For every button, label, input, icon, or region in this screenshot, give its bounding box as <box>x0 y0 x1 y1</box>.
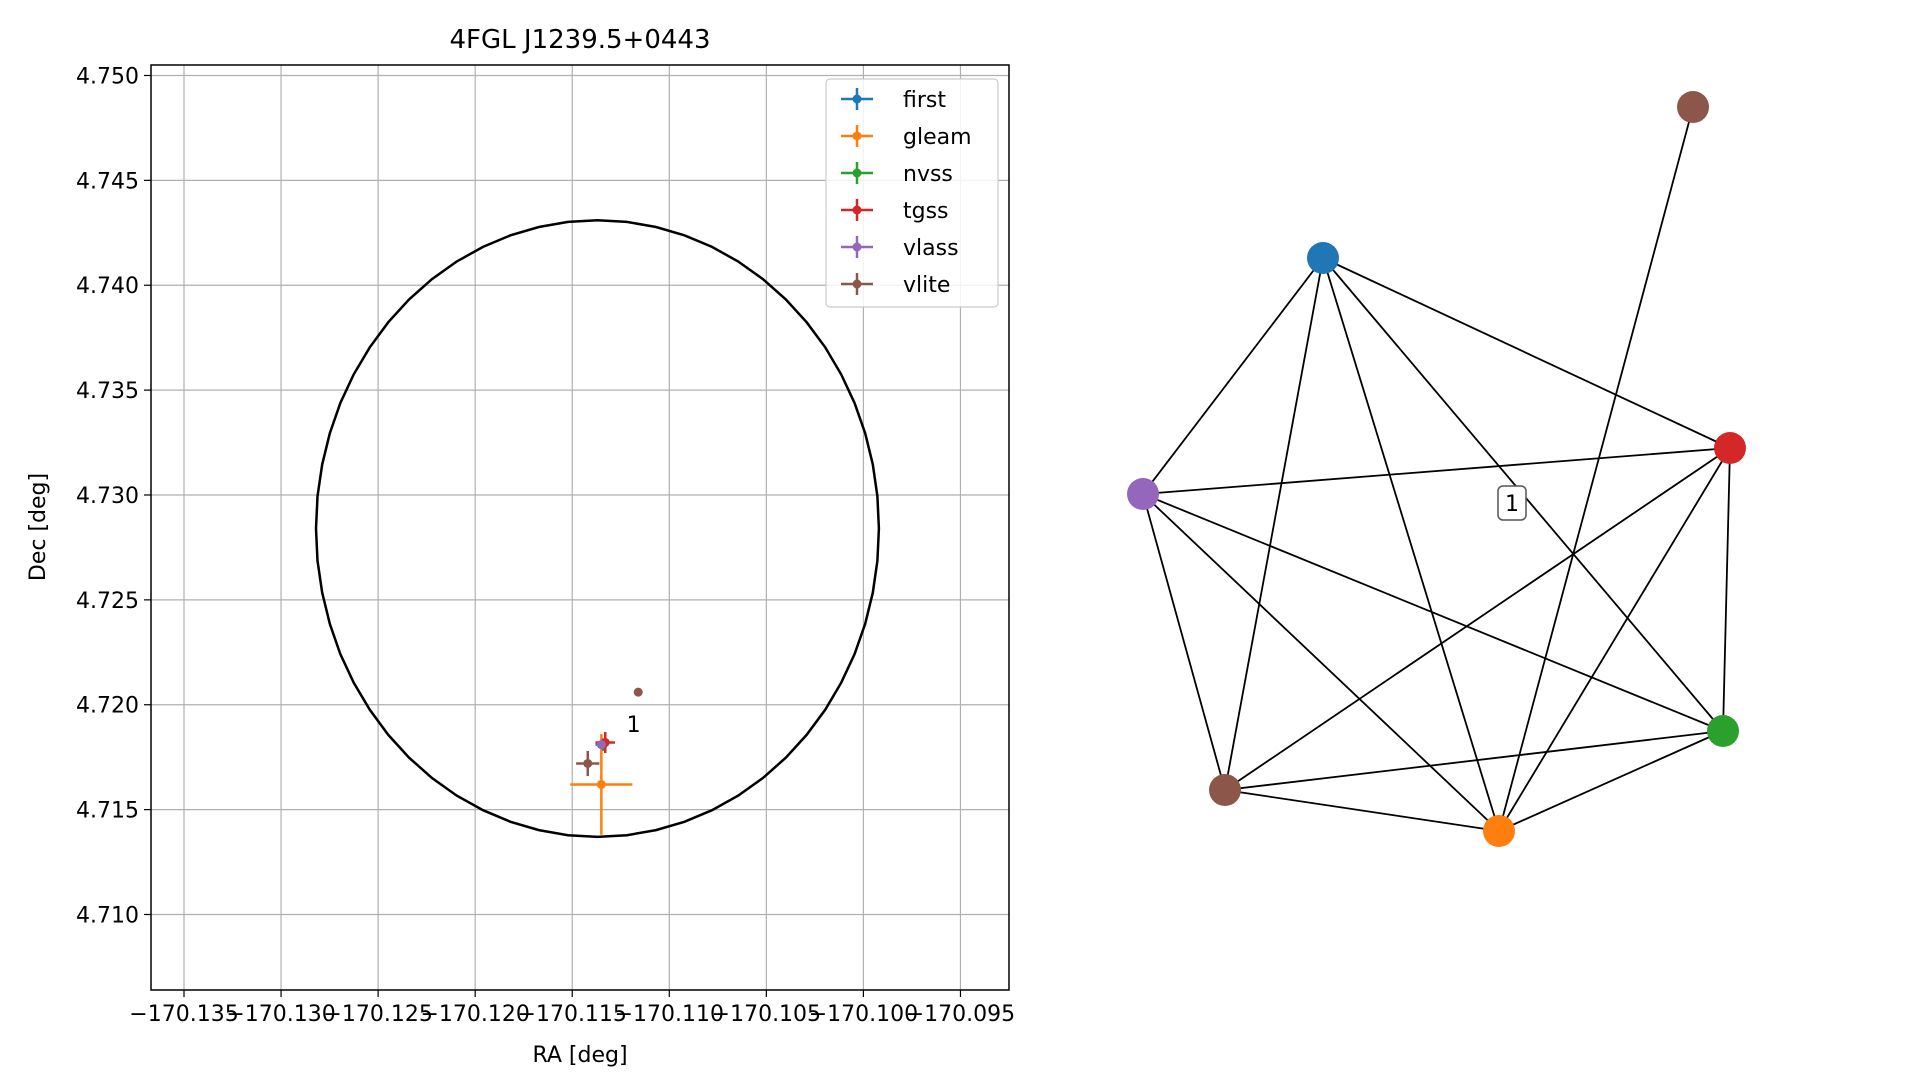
y-tick-label: 4.715 <box>76 799 139 824</box>
graph-edge <box>1224 730 1724 791</box>
source-markers <box>570 687 643 835</box>
plot-title: 4FGL J1239.5+0443 <box>450 25 711 55</box>
sky-position-plot: 4FGL J1239.5+0443 −170.135−170.130−170.1… <box>26 25 1015 1068</box>
graph-edges <box>1142 106 1731 832</box>
legend-marker <box>852 131 862 141</box>
graph-edge <box>1224 257 1324 791</box>
y-tick-label: 4.730 <box>76 484 139 509</box>
point <box>633 687 643 697</box>
graph-edge <box>1722 447 1731 732</box>
graph-edge <box>1322 257 1731 449</box>
legend-entry-nvss: nvss <box>841 162 953 187</box>
y-tick-label: 4.720 <box>76 694 139 719</box>
graph-node-tgss <box>1714 432 1746 464</box>
marker-vlite <box>633 687 643 697</box>
cluster-label-box: 1 <box>1497 485 1527 521</box>
graph-edge <box>1142 493 1500 832</box>
legend-label: first <box>903 88 946 113</box>
graph-edge <box>1224 789 1500 832</box>
point <box>583 758 593 768</box>
error-ellipse <box>314 218 881 839</box>
x-tick-label: −170.095 <box>906 1002 1015 1027</box>
legend-entry-vlite: vlite <box>841 273 950 298</box>
y-axis-ticks: 4.710 4.715 4.720 4.725 4.730 4.735 4.740 4.745… <box>76 64 151 928</box>
legend-entry-first: first <box>841 88 946 113</box>
association-graph: 1 <box>1127 91 1746 847</box>
y-tick-label: 4.725 <box>76 589 139 614</box>
legend-marker <box>852 279 862 289</box>
graph-edge <box>1498 447 1731 832</box>
legend: first gleam nvss tgss vlass vlite <box>825 78 999 308</box>
marker-gleam <box>570 734 633 835</box>
y-tick-label: 4.745 <box>76 169 139 194</box>
y-axis-label: Dec [deg] <box>26 473 51 581</box>
cluster-label: 1 <box>1505 492 1519 517</box>
legend-entry-gleam: gleam <box>841 125 972 150</box>
marker-vlass <box>596 740 606 750</box>
legend-label: tgss <box>903 199 949 224</box>
graph-edge <box>1498 730 1724 832</box>
ellipse-outline <box>314 218 881 839</box>
graph-node-vlite_b <box>1677 91 1709 123</box>
legend-label: vlass <box>903 236 959 261</box>
marker-vlite <box>576 750 600 777</box>
graph-edge <box>1322 257 1500 832</box>
legend-label: vlite <box>903 273 950 298</box>
x-tick-label: −170.125 <box>323 1002 432 1027</box>
x-tick-label: −170.130 <box>226 1002 335 1027</box>
graph-node-vlite_a <box>1209 774 1241 806</box>
legend-label: gleam <box>903 125 972 150</box>
x-axis-ticks: −170.135−170.130−170.125−170.120−170.115… <box>129 990 1015 1027</box>
graph-edge <box>1224 447 1731 791</box>
x-tick-label: −170.120 <box>420 1002 529 1027</box>
graph-node-gleam <box>1483 815 1515 847</box>
point-annotation: 1 <box>627 713 641 738</box>
graph-edge <box>1142 493 1724 732</box>
legend-entry-vlass: vlass <box>841 236 959 261</box>
plot-annotations: 1 <box>627 713 641 738</box>
x-tick-label: −170.135 <box>129 1002 238 1027</box>
legend-marker <box>852 242 862 252</box>
legend-marker <box>852 205 862 215</box>
grid <box>151 65 1009 990</box>
graph-nodes <box>1127 91 1746 847</box>
legend-marker <box>852 94 862 104</box>
legend-entry-tgss: tgss <box>841 199 949 224</box>
y-tick-label: 4.710 <box>76 903 139 928</box>
y-tick-label: 4.735 <box>76 379 139 404</box>
graph-edge <box>1498 106 1694 832</box>
x-tick-label: −170.100 <box>809 1002 918 1027</box>
legend-marker <box>852 168 862 178</box>
graph-node-vlass <box>1127 478 1159 510</box>
legend-label: nvss <box>903 162 953 187</box>
point <box>596 779 606 789</box>
graph-edge <box>1142 257 1324 495</box>
x-tick-label: −170.115 <box>518 1002 627 1027</box>
graph-edge <box>1142 447 1731 495</box>
x-tick-label: −170.105 <box>712 1002 821 1027</box>
axes-frame <box>150 64 1010 991</box>
graph-node-nvss <box>1707 715 1739 747</box>
graph-edge <box>1142 493 1226 791</box>
y-tick-label: 4.740 <box>76 274 139 299</box>
point <box>596 740 606 750</box>
graph-node-first <box>1307 242 1339 274</box>
y-tick-label: 4.750 <box>76 64 139 89</box>
x-tick-label: −170.110 <box>615 1002 724 1027</box>
x-axis-label: RA [deg] <box>532 1043 627 1068</box>
